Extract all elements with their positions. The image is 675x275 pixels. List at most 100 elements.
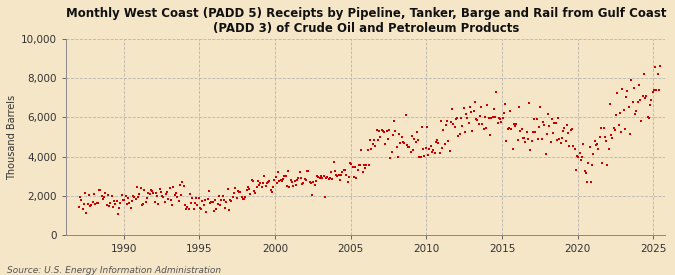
Point: [628, 86, 639, 90]
Point: [278, 177, 289, 182]
Point: [393, 155, 404, 160]
Point: [364, 163, 375, 167]
Point: [312, 174, 323, 178]
Point: [226, 199, 237, 204]
Point: [428, 148, 439, 153]
Point: [512, 137, 523, 142]
Point: [652, 72, 663, 76]
Point: [456, 116, 466, 120]
Point: [441, 119, 452, 123]
Point: [182, 205, 193, 209]
Point: [155, 190, 166, 194]
Point: [205, 200, 215, 205]
Point: [599, 135, 610, 139]
Point: [424, 146, 435, 151]
Point: [74, 205, 84, 210]
Point: [194, 206, 205, 210]
Point: [620, 126, 630, 131]
Point: [651, 88, 662, 92]
Point: [358, 162, 369, 167]
Point: [244, 187, 254, 191]
Point: [645, 103, 655, 108]
Point: [537, 136, 547, 141]
Point: [300, 177, 311, 182]
Point: [377, 129, 388, 133]
Point: [248, 179, 259, 183]
Point: [369, 138, 379, 142]
Point: [603, 147, 614, 151]
Point: [292, 178, 302, 182]
Point: [604, 102, 615, 106]
Point: [174, 182, 185, 187]
Point: [88, 192, 99, 196]
Point: [406, 134, 417, 138]
Point: [595, 126, 606, 130]
Point: [302, 169, 313, 173]
Point: [473, 122, 484, 126]
Point: [245, 191, 256, 196]
Point: [234, 190, 244, 195]
Point: [450, 117, 461, 121]
Point: [367, 142, 378, 146]
Point: [493, 116, 504, 120]
Point: [149, 200, 160, 204]
Point: [219, 198, 230, 202]
Point: [421, 146, 431, 150]
Point: [641, 94, 652, 98]
Point: [441, 123, 452, 127]
Point: [191, 196, 202, 200]
Point: [158, 195, 169, 199]
Point: [647, 90, 658, 94]
Point: [213, 194, 224, 199]
Point: [545, 139, 556, 144]
Point: [437, 146, 448, 150]
Point: [554, 137, 565, 141]
Point: [374, 128, 385, 133]
Point: [251, 185, 262, 189]
Point: [553, 116, 564, 120]
Point: [496, 120, 507, 125]
Point: [236, 195, 247, 199]
Point: [448, 122, 459, 127]
Point: [472, 117, 483, 122]
Point: [521, 130, 532, 134]
Point: [321, 176, 331, 181]
Point: [299, 177, 310, 182]
Point: [265, 188, 276, 192]
Point: [86, 202, 97, 207]
Point: [539, 123, 549, 127]
Point: [579, 168, 590, 173]
Point: [373, 138, 383, 142]
Point: [438, 128, 449, 133]
Point: [269, 178, 279, 182]
Point: [313, 175, 324, 179]
Point: [94, 188, 105, 192]
Point: [392, 145, 402, 149]
Point: [634, 97, 645, 102]
Point: [232, 189, 243, 193]
Point: [616, 130, 626, 134]
Point: [497, 116, 508, 120]
Point: [592, 141, 603, 146]
Point: [534, 124, 545, 129]
Point: [617, 87, 628, 92]
Point: [288, 184, 298, 189]
Point: [231, 196, 242, 200]
Point: [593, 147, 604, 151]
Point: [151, 191, 161, 196]
Point: [307, 193, 318, 197]
Point: [254, 183, 265, 187]
Point: [335, 173, 346, 177]
Point: [379, 130, 389, 134]
Point: [506, 126, 517, 131]
Point: [171, 191, 182, 195]
Point: [360, 166, 371, 170]
Point: [409, 137, 420, 141]
Point: [297, 182, 308, 186]
Point: [376, 128, 387, 133]
Point: [415, 155, 426, 160]
Point: [216, 197, 227, 202]
Point: [431, 138, 442, 142]
Point: [544, 123, 555, 128]
Point: [642, 115, 653, 119]
